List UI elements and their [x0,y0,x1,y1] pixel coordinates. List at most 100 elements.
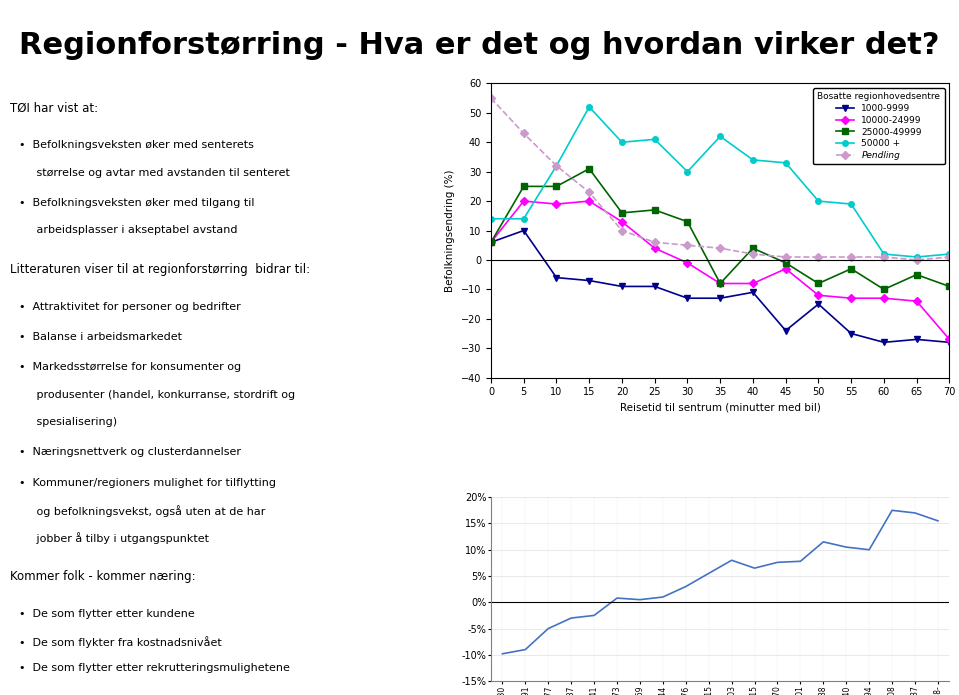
Text: Regionforstørring - Hva er det og hvordan virker det?: Regionforstørring - Hva er det og hvorda… [19,31,940,60]
Text: Kommer folk - kommer næring:: Kommer folk - kommer næring: [10,570,196,583]
10000-24999 [485,238,497,247]
1000-9999 [682,294,693,302]
50000 + [812,197,824,205]
Text: •  Kommuner/regioners mulighet for tilflytting: • Kommuner/regioners mulighet for tilfly… [19,477,276,488]
Pendling [583,188,595,197]
10000-24999 [518,197,529,205]
1000-9999 [550,273,562,281]
10000-24999 [846,294,857,302]
Pendling [780,253,791,261]
25000-49999 [812,279,824,288]
50000 + [682,167,693,176]
25000-49999 [846,265,857,273]
1000-9999 [649,282,661,291]
1000-9999 [944,338,955,347]
1000-9999 [617,282,628,291]
50000 + [583,103,595,111]
1000-9999 [583,277,595,285]
1000-9999 [485,238,497,247]
X-axis label: Reisetid til sentrum (minutter med bil): Reisetid til sentrum (minutter med bil) [620,403,821,413]
Line: Pendling: Pendling [488,95,952,263]
Text: produsenter (handel, konkurranse, stordrift og: produsenter (handel, konkurranse, stordr… [19,390,294,400]
50000 + [878,250,890,259]
50000 + [518,215,529,223]
50000 + [714,132,726,140]
Pendling [649,238,661,247]
Text: •  Befolkningsveksten øker med senterets: • Befolkningsveksten øker med senterets [19,140,253,150]
Line: 25000-49999: 25000-49999 [488,166,952,292]
50000 + [485,215,497,223]
10000-24999 [682,259,693,267]
50000 + [617,138,628,147]
25000-49999 [485,238,497,247]
Legend: 1000-9999, 10000-24999, 25000-49999, 50000 +, Pendling: 1000-9999, 10000-24999, 25000-49999, 500… [813,88,945,165]
1000-9999 [878,338,890,347]
10000-24999 [812,291,824,300]
25000-49999 [518,182,529,190]
Pendling [944,253,955,261]
25000-49999 [583,165,595,173]
1000-9999 [780,327,791,335]
25000-49999 [747,244,759,252]
Pendling [518,129,529,138]
Line: 50000 +: 50000 + [488,104,952,260]
25000-49999 [714,279,726,288]
Text: Litteraturen viser til at regionforstørring  bidrar til:: Litteraturen viser til at regionforstørr… [10,263,310,276]
10000-24999 [550,200,562,208]
10000-24999 [649,244,661,252]
Text: •  Attraktivitet for personer og bedrifter: • Attraktivitet for personer og bedrifte… [19,302,241,311]
50000 + [911,253,923,261]
25000-49999 [682,218,693,226]
25000-49999 [617,208,628,217]
10000-24999 [780,265,791,273]
Text: •  Næringsnettverk og clusterdannelser: • Næringsnettverk og clusterdannelser [19,448,241,457]
25000-49999 [550,182,562,190]
10000-24999 [944,335,955,343]
50000 + [649,135,661,143]
50000 + [780,158,791,167]
Pendling [911,256,923,264]
Pendling [846,253,857,261]
1000-9999 [714,294,726,302]
Pendling [682,241,693,250]
Text: spesialisering): spesialisering) [19,417,117,427]
50000 + [747,156,759,164]
Pendling [617,227,628,235]
10000-24999 [911,297,923,305]
Text: •  Befolkningsveksten øker med tilgang til: • Befolkningsveksten øker med tilgang ti… [19,198,254,208]
25000-49999 [780,259,791,267]
Line: 1000-9999: 1000-9999 [488,228,952,345]
10000-24999 [583,197,595,205]
Text: •  De som flykter fra kostnadsnivået: • De som flykter fra kostnadsnivået [19,636,222,648]
Text: størrelse og avtar med avstanden til senteret: størrelse og avtar med avstanden til sen… [19,167,290,177]
25000-49999 [649,206,661,214]
1000-9999 [812,300,824,309]
Pendling [714,244,726,252]
10000-24999 [714,279,726,288]
Line: 10000-24999: 10000-24999 [488,198,952,342]
Pendling [747,250,759,259]
25000-49999 [878,285,890,293]
Y-axis label: Befolkningsendring (%): Befolkningsendring (%) [445,170,456,292]
Text: jobber å tilby i utgangspunktet: jobber å tilby i utgangspunktet [19,532,209,544]
1000-9999 [846,329,857,338]
Text: •  De som flytter etter rekrutteringsmulighetene: • De som flytter etter rekrutteringsmuli… [19,664,290,673]
Text: •  Markedsstørrelse for konsumenter og: • Markedsstørrelse for konsumenter og [19,362,241,373]
Pendling [550,162,562,170]
1000-9999 [747,288,759,297]
Pendling [878,253,890,261]
1000-9999 [911,335,923,343]
10000-24999 [747,279,759,288]
25000-49999 [944,282,955,291]
Pendling [812,253,824,261]
50000 + [846,200,857,208]
Text: og befolkningsvekst, også uten at de har: og befolkningsvekst, også uten at de har [19,505,265,517]
Text: arbeidsplasser i akseptabel avstand: arbeidsplasser i akseptabel avstand [19,225,237,235]
Text: •  De som flytter etter kundene: • De som flytter etter kundene [19,609,195,619]
25000-49999 [911,270,923,279]
1000-9999 [518,227,529,235]
10000-24999 [617,218,628,226]
50000 + [550,162,562,170]
50000 + [944,250,955,259]
Text: •  Balanse i arbeidsmarkedet: • Balanse i arbeidsmarkedet [19,332,182,342]
